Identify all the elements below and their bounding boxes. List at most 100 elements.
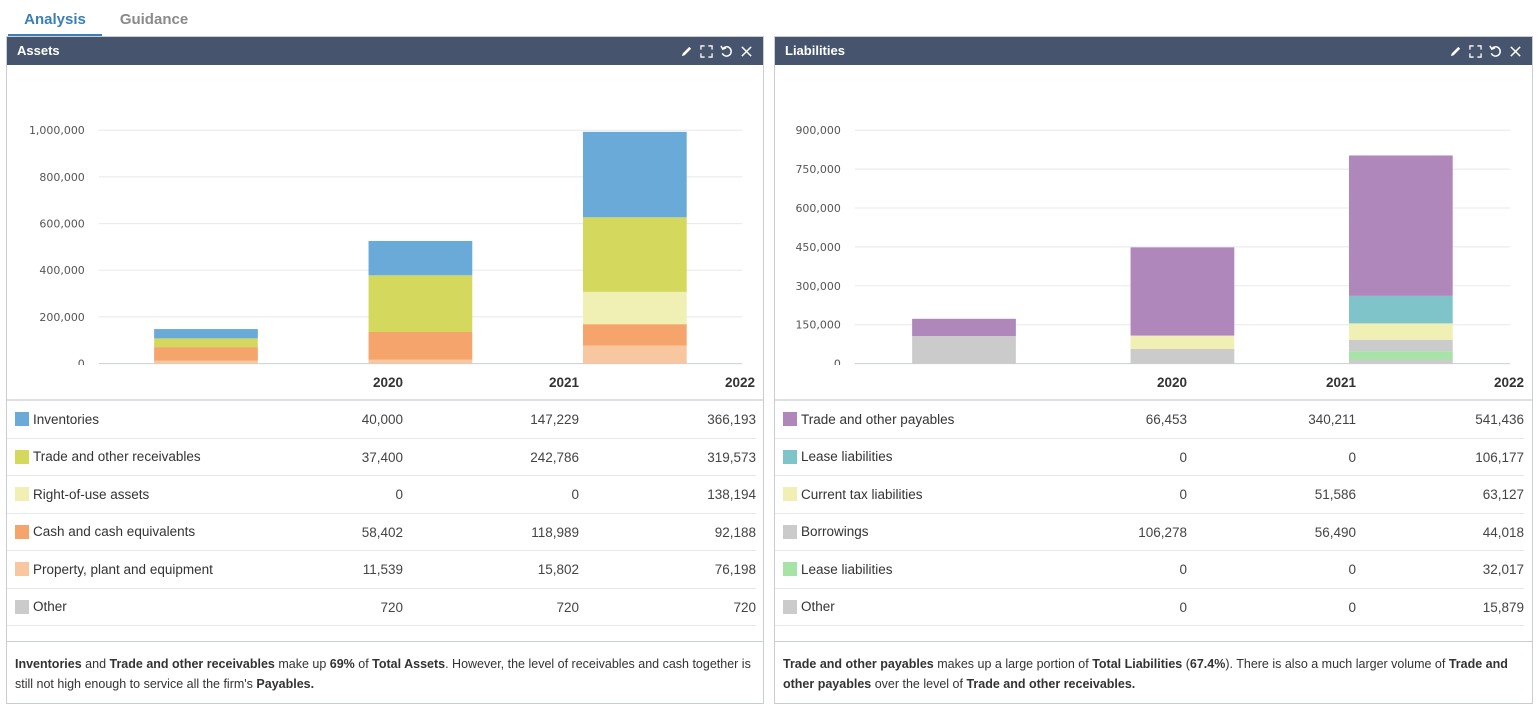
bar-segment[interactable] — [368, 331, 473, 360]
tab-bar: Analysis Guidance — [0, 0, 1540, 36]
note-text: Payables — [256, 677, 311, 691]
row-label-cell: Trade and other receivables — [7, 439, 257, 476]
bar-segment[interactable] — [582, 131, 687, 218]
reset-icon[interactable] — [719, 44, 733, 58]
column-header: 2022 — [724, 375, 755, 390]
bar-segment[interactable] — [582, 324, 687, 346]
reset-icon[interactable] — [1488, 44, 1502, 58]
bar-segment[interactable] — [582, 291, 687, 325]
table-cell: 720 — [403, 589, 579, 626]
close-icon[interactable] — [739, 44, 753, 58]
table-cell: 11,539 — [257, 551, 403, 589]
bar-segment[interactable] — [1348, 295, 1453, 324]
tab-guidance[interactable]: Guidance — [119, 11, 189, 28]
note-text: ( — [1182, 657, 1190, 671]
row-label-cell: Lease liabilities — [775, 439, 1025, 476]
column-header: 2021 — [1325, 375, 1356, 390]
row-label: Inventories — [33, 411, 100, 427]
bar-segment[interactable] — [368, 359, 473, 364]
bar-segment[interactable] — [368, 275, 473, 332]
bar-segment[interactable] — [912, 336, 1016, 364]
row-label: Lease liabilities — [801, 449, 893, 465]
table-cell: 76,198 — [579, 551, 756, 589]
note-text: Trade and other payables — [783, 657, 934, 671]
note-text: and — [81, 657, 110, 671]
liabilities-table-header: 2020 2021 2022 — [775, 365, 1532, 401]
note-text: makes up a large portion of — [933, 657, 1093, 671]
bar-segment[interactable] — [582, 217, 687, 292]
table-row: Current tax liabilities 0 51,586 63,127 — [775, 476, 1532, 514]
row-label-cell: Inventories — [7, 401, 257, 439]
table-cell: 44,018 — [1356, 514, 1524, 551]
assets-commentary: Inventories and Trade and other receivab… — [7, 641, 763, 703]
y-tick-label: 800,000 — [39, 171, 84, 184]
bar-segment[interactable] — [368, 240, 473, 276]
bar-segment[interactable] — [1348, 339, 1453, 352]
table-cell: 0 — [1025, 439, 1187, 476]
assets-chart: 0200,000400,000600,000800,0001,000,00020… — [7, 65, 763, 386]
note-text: Inventories — [15, 657, 82, 671]
table-cell: 138,194 — [579, 476, 756, 514]
bar-segment[interactable] — [154, 360, 258, 364]
tab-analysis[interactable]: Analysis — [8, 0, 102, 36]
row-label-cell: Cash and cash equivalents — [7, 514, 257, 551]
bar-segment[interactable] — [1348, 323, 1453, 340]
close-icon[interactable] — [1508, 44, 1522, 58]
y-tick-label: 1,000,000 — [29, 124, 85, 137]
bar-segment[interactable] — [1130, 335, 1235, 349]
liabilities-chart: 0 150,000 300,000 450,000 600,000 750,000 900,… — [775, 65, 1532, 386]
expand-icon[interactable] — [1468, 44, 1482, 58]
bar-segment[interactable] — [154, 338, 258, 348]
assets-bar-chart: 0200,000400,000600,000800,0001,000,00020… — [29, 124, 743, 386]
assets-panel-tools — [679, 37, 753, 65]
table-cell: 0 — [1187, 439, 1356, 476]
row-label-cell: Current tax liabilities — [775, 476, 1025, 514]
row-label: Trade and other receivables — [33, 449, 201, 465]
table-cell: 366,193 — [579, 401, 756, 439]
bar-segment[interactable] — [1130, 348, 1235, 364]
table-cell: 720 — [579, 589, 756, 626]
bar-segment[interactable] — [1130, 247, 1235, 336]
table-row: Trade and other receivables 37,400 242,786… — [7, 439, 763, 476]
legend-swatch — [783, 562, 797, 577]
assets-table-header: 2020 2021 2022 — [7, 365, 763, 401]
legend-swatch — [783, 487, 797, 502]
table-row: Other 720 720 720 — [7, 589, 763, 626]
bar-segment[interactable] — [154, 347, 258, 361]
row-label-cell: Other — [775, 589, 1025, 626]
row-label: Lease liabilities — [801, 561, 893, 577]
legend-swatch — [783, 524, 797, 539]
edit-icon[interactable] — [679, 44, 693, 58]
y-tick-label: 600,000 — [39, 218, 84, 231]
y-tick-label: 200,000 — [39, 311, 84, 324]
legend-swatch — [15, 449, 29, 464]
y-tick-label: 750,000 — [795, 163, 840, 176]
legend-swatch — [783, 412, 797, 427]
note-text: make up — [274, 657, 330, 671]
row-label-cell: Property, plant and equipment — [7, 551, 257, 589]
row-label: Right-of-use assets — [33, 486, 150, 502]
edit-icon[interactable] — [1448, 44, 1462, 58]
table-cell: 0 — [403, 476, 579, 514]
y-tick-label: 600,000 — [795, 202, 840, 215]
table-cell: 0 — [1025, 589, 1187, 626]
bar-segment[interactable] — [912, 318, 1016, 337]
table-cell: 541,436 — [1356, 401, 1524, 439]
row-label: Cash and cash equivalents — [33, 524, 196, 540]
legend-swatch — [15, 412, 29, 427]
table-row: Lease liabilities 0 0 106,177 — [775, 439, 1532, 476]
bar-segment[interactable] — [154, 329, 258, 339]
bar-segment[interactable] — [1348, 359, 1453, 364]
bar-segment[interactable] — [582, 345, 687, 364]
bar-segment[interactable] — [1348, 155, 1453, 296]
bar-segment[interactable] — [1348, 351, 1453, 360]
note-text: . However, the level of receivables and … — [15, 657, 751, 691]
liabilities-panel-title: Liabilities — [785, 43, 845, 58]
table-cell: 63,127 — [1356, 476, 1524, 514]
table-cell: 15,802 — [403, 551, 579, 589]
liabilities-panel: Liabilities 0 150,000 300,000 450,000 600,00… — [774, 36, 1533, 704]
column-header: 2020 — [372, 375, 403, 390]
note-text: Total Liabilities — [1092, 657, 1183, 671]
expand-icon[interactable] — [699, 44, 713, 58]
row-label: Other — [33, 599, 67, 615]
